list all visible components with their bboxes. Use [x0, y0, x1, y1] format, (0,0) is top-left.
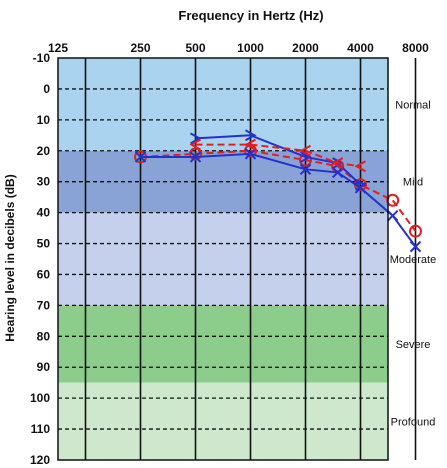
series-1-point-7	[409, 240, 422, 253]
y-tick-100: 100	[30, 391, 50, 405]
band-label-profound: Profound	[391, 416, 436, 428]
y-tick-70: 70	[37, 298, 51, 312]
series-2-line	[195, 134, 362, 186]
y-tick-40: 40	[37, 206, 51, 220]
series-1-point-3	[299, 163, 312, 176]
series-0-point-7	[409, 224, 422, 238]
band-labels: Normal Mild Moderate Severe Profound	[390, 99, 436, 428]
y-tick--10: -10	[33, 51, 51, 65]
series-3-line	[195, 143, 361, 168]
y-tick-80: 80	[37, 329, 51, 343]
chart-title: Frequency in Hertz (Hz)	[178, 8, 323, 23]
series-2-point-2	[300, 151, 312, 163]
band-moderate	[58, 212, 388, 306]
series-3-point-0	[189, 138, 201, 151]
y-tick-50: 50	[37, 237, 51, 251]
y-tick-120: 120	[30, 453, 50, 467]
band-severe	[58, 305, 388, 383]
series-2-point-0	[190, 132, 202, 145]
series-1-point-6	[386, 210, 399, 222]
x-tick-500: 500	[185, 41, 205, 55]
band-label-severe: Severe	[396, 339, 431, 351]
y-tick-60: 60	[37, 267, 51, 281]
hearing-level-bands	[58, 58, 388, 460]
x-tick-250: 250	[130, 41, 150, 55]
y-tick-90: 90	[37, 360, 51, 374]
band-label-mild: Mild	[403, 177, 423, 189]
band-label-normal: Normal	[395, 99, 430, 111]
x-tick-4000: 4000	[347, 41, 374, 55]
series-1-point-2	[244, 148, 257, 160]
series-3-point-2	[299, 144, 311, 157]
series-2-point-1	[245, 129, 257, 142]
x-tick-2000: 2000	[292, 41, 319, 55]
series-0-point-1	[189, 147, 202, 161]
series-0-point-6	[386, 193, 400, 207]
series-2-point-4	[355, 178, 367, 191]
y-tick-labels: -10 0 10 20 30 40 50 60 70 80 90 100 110 120	[30, 51, 50, 467]
y-tick-20: 20	[37, 144, 51, 158]
series-1-point-1	[189, 151, 202, 163]
band-profound	[58, 382, 388, 460]
band-normal	[58, 58, 388, 151]
grid-lines	[58, 58, 417, 460]
series-3-point-4	[354, 160, 366, 173]
x-tick-1000: 1000	[237, 41, 264, 55]
series-1-point-4	[331, 166, 344, 179]
series-1-point-0	[134, 151, 147, 163]
y-tick-0: 0	[43, 82, 50, 96]
x-tick-8000: 8000	[402, 41, 429, 55]
y-tick-30: 30	[37, 175, 51, 189]
x-tick-labels: 125 250 500 1000 2000 4000 8000	[48, 41, 429, 55]
series-3-point-3	[331, 157, 344, 170]
series-3-point-1	[244, 138, 256, 151]
band-label-moderate: Moderate	[390, 254, 436, 266]
x-tick-125: 125	[48, 41, 68, 55]
plot-frame	[57, 57, 389, 461]
y-tick-110: 110	[31, 422, 51, 436]
y-tick-10: 10	[37, 113, 51, 127]
y-axis-label: Hearing level in decibels (dB)	[3, 174, 17, 341]
